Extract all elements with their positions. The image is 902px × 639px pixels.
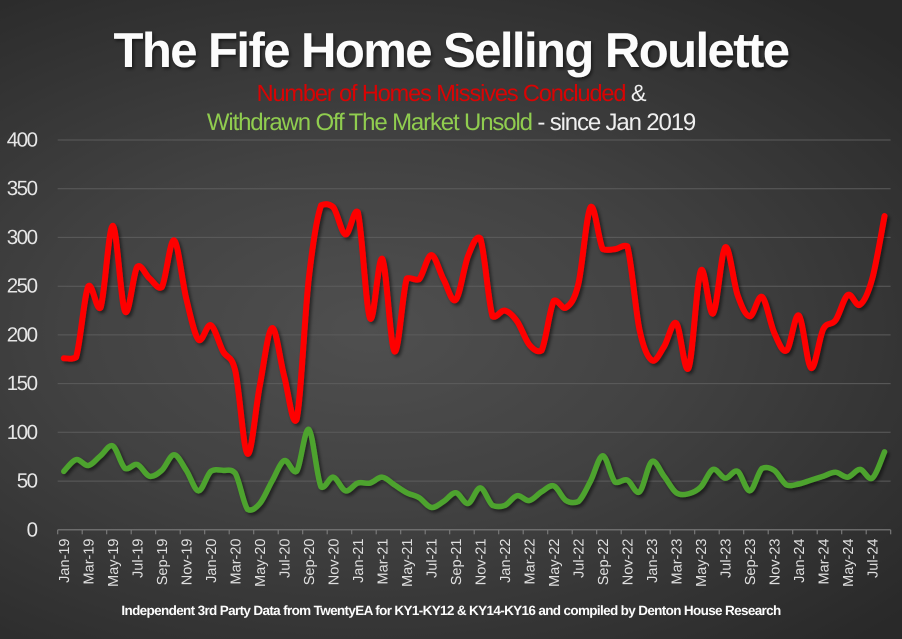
- svg-text:Mar-22: Mar-22: [523, 539, 539, 585]
- svg-text:0: 0: [27, 518, 38, 541]
- svg-text:Mar-23: Mar-23: [670, 539, 686, 585]
- svg-text:Jul-24: Jul-24: [866, 539, 882, 579]
- svg-text:May-24: May-24: [841, 539, 857, 587]
- svg-text:Jan-24: Jan-24: [792, 539, 808, 583]
- svg-text:Sep-23: Sep-23: [743, 539, 759, 586]
- svg-text:May-19: May-19: [106, 539, 122, 587]
- svg-text:400: 400: [7, 129, 38, 152]
- svg-text:May-20: May-20: [253, 539, 269, 587]
- svg-text:Jul-22: Jul-22: [572, 539, 588, 579]
- svg-text:200: 200: [7, 323, 38, 346]
- svg-text:250: 250: [7, 275, 38, 298]
- svg-text:Withdrawn Off The Market Unsol: Withdrawn Off The Market Unsold - since …: [207, 109, 696, 136]
- svg-text:Nov-23: Nov-23: [768, 539, 784, 586]
- svg-text:Independent 3rd Party Data fro: Independent 3rd Party Data from TwentyEA…: [121, 603, 781, 618]
- svg-text:Nov-22: Nov-22: [621, 539, 637, 586]
- svg-text:100: 100: [7, 421, 38, 444]
- svg-text:Jul-20: Jul-20: [278, 539, 294, 579]
- svg-text:Sep-19: Sep-19: [155, 539, 171, 586]
- svg-text:Mar-19: Mar-19: [82, 539, 98, 585]
- svg-text:May-21: May-21: [400, 539, 416, 587]
- svg-text:Number of Homes Missives Concl: Number of Homes Missives Concluded &: [257, 80, 647, 106]
- svg-text:May-22: May-22: [547, 539, 563, 587]
- svg-text:Jan-23: Jan-23: [645, 539, 661, 583]
- svg-text:Jan-21: Jan-21: [351, 539, 367, 583]
- svg-text:Jan-20: Jan-20: [204, 539, 220, 583]
- svg-text:Nov-19: Nov-19: [180, 539, 196, 586]
- svg-text:Sep-21: Sep-21: [449, 539, 465, 586]
- svg-text:Sep-22: Sep-22: [596, 539, 612, 586]
- svg-text:Sep-20: Sep-20: [302, 539, 318, 586]
- svg-text:Nov-20: Nov-20: [327, 539, 343, 586]
- svg-text:Jul-19: Jul-19: [131, 539, 147, 579]
- svg-text:Jan-22: Jan-22: [498, 539, 514, 583]
- svg-text:300: 300: [7, 226, 38, 249]
- svg-text:Nov-21: Nov-21: [474, 539, 490, 586]
- svg-text:Mar-21: Mar-21: [376, 539, 392, 585]
- svg-text:Mar-24: Mar-24: [817, 539, 833, 585]
- svg-text:May-23: May-23: [694, 539, 710, 587]
- svg-text:50: 50: [17, 470, 38, 493]
- svg-text:Mar-20: Mar-20: [229, 539, 245, 585]
- svg-text:The Fife Home Selling Roulette: The Fife Home Selling Roulette: [114, 24, 789, 78]
- svg-text:Jan-19: Jan-19: [57, 539, 73, 583]
- svg-text:350: 350: [7, 177, 38, 200]
- svg-text:150: 150: [7, 372, 38, 395]
- svg-text:Jul-23: Jul-23: [719, 539, 735, 579]
- svg-text:Jul-21: Jul-21: [425, 539, 441, 579]
